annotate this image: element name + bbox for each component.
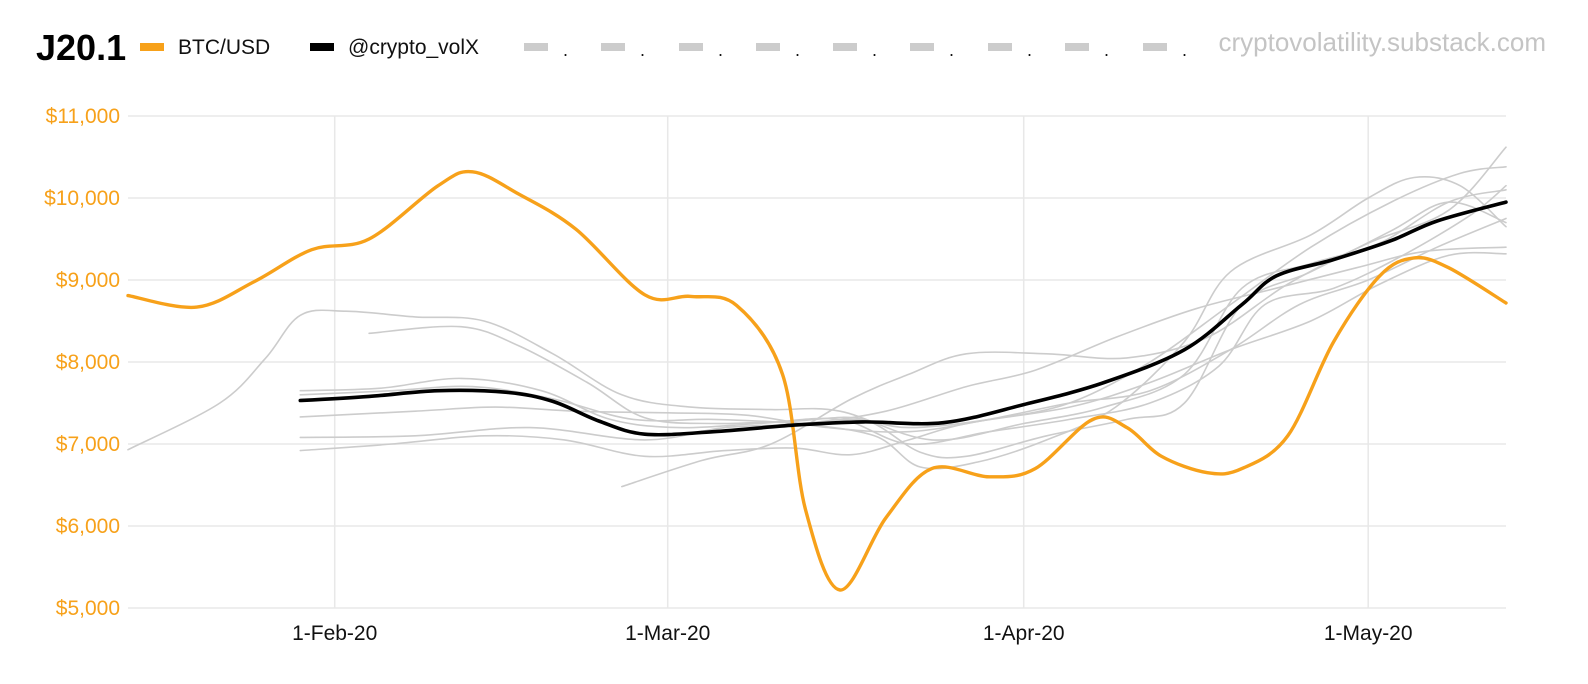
y-tick-label: $9,000 xyxy=(56,269,120,292)
gridlines xyxy=(128,115,1506,609)
legend-swatch xyxy=(1065,43,1089,51)
legend-label: . xyxy=(1104,40,1109,60)
series-layer xyxy=(126,146,1508,592)
chart-title: J20.1 xyxy=(36,27,126,68)
y-tick-label: $8,000 xyxy=(56,351,120,374)
y-tick-label: $6,000 xyxy=(56,515,120,538)
x-tick-label: 1-Apr-20 xyxy=(983,622,1065,645)
series-line-gray-2 xyxy=(127,189,1507,451)
legend-swatch xyxy=(833,43,857,51)
legend-label: . xyxy=(795,40,800,60)
legend-label: . xyxy=(718,40,723,60)
x-tick-label: 1-May-20 xyxy=(1324,622,1413,645)
legend-label: . xyxy=(872,40,877,60)
y-tick-label: $5,000 xyxy=(56,597,120,620)
series-line-btc-usd xyxy=(126,169,1508,592)
series-line-gray-5 xyxy=(299,217,1507,433)
y-tick-label: $10,000 xyxy=(44,187,120,210)
legend-swatch xyxy=(1143,43,1167,51)
y-tick-label: $11,000 xyxy=(46,105,120,128)
watermark: cryptovolatility.substack.com xyxy=(1218,27,1546,57)
legend: BTC/USD @crypto_volX......... xyxy=(140,36,1187,60)
series-line-gray-8 xyxy=(621,146,1507,488)
legend-label: BTC/USD xyxy=(178,36,270,59)
y-tick-label: $7,000 xyxy=(56,433,120,456)
legend-label: . xyxy=(1182,40,1187,60)
legend-swatch xyxy=(140,43,164,51)
legend-swatch xyxy=(679,43,703,51)
series-line-gray-7 xyxy=(299,251,1507,458)
series-line-gray-4 xyxy=(299,184,1507,446)
series-line-gray-10 xyxy=(770,166,1507,429)
legend-label: . xyxy=(563,40,568,60)
legend-label: @crypto_volX xyxy=(348,36,479,59)
legend-swatch xyxy=(988,43,1012,51)
series-line-gray-9 xyxy=(299,175,1507,470)
legend-label: . xyxy=(949,40,954,60)
series-line-gray-6 xyxy=(299,246,1507,441)
series-line-crypto-volx xyxy=(298,200,1508,437)
series-line-gray-3 xyxy=(368,201,1507,459)
legend-swatch xyxy=(601,43,625,51)
legend-swatch xyxy=(310,43,334,51)
x-axis: 1-Feb-20 1-Mar-20 1-Apr-20 1-May-20 xyxy=(292,622,1412,645)
x-tick-label: 1-Mar-20 xyxy=(625,622,710,645)
x-tick-label: 1-Feb-20 xyxy=(292,622,377,645)
legend-swatch xyxy=(756,43,780,51)
legend-label: . xyxy=(1027,40,1032,60)
legend-label: . xyxy=(640,40,645,60)
legend-swatch xyxy=(524,43,548,51)
legend-swatch xyxy=(910,43,934,51)
y-axis: $5,000 $6,000 $7,000 $8,000 $9,000 $10,000 $11… xyxy=(44,105,120,620)
